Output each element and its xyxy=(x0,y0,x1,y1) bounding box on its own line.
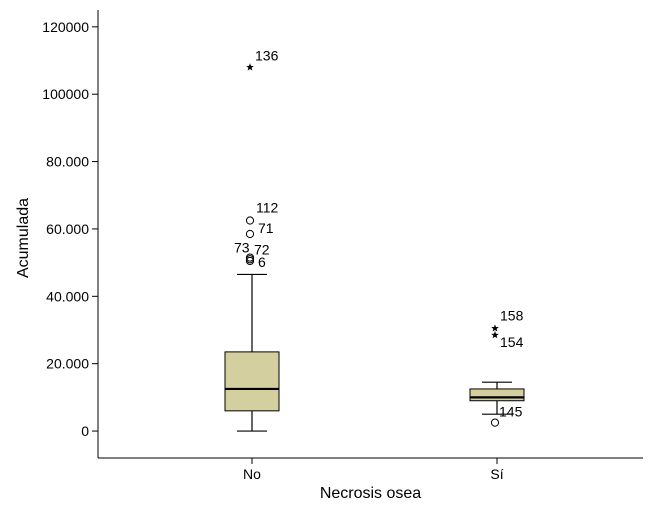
x-tick-label: Sí xyxy=(490,466,503,482)
outlier-label: 112 xyxy=(256,200,279,216)
extreme-outlier-marker xyxy=(491,331,499,339)
outlier-marker xyxy=(245,256,255,266)
x-axis-title: Necrosis osea xyxy=(320,485,421,502)
outlier-marker xyxy=(245,216,255,225)
y-tick-label: 0 xyxy=(81,423,89,439)
box-1 xyxy=(224,351,280,412)
outlier-label: 158 xyxy=(500,307,524,323)
y-axis-title: Acumulada xyxy=(15,198,32,278)
box-2 xyxy=(469,388,525,402)
y-tick-label: 60.000 xyxy=(46,221,89,237)
outlier-marker xyxy=(245,229,255,239)
x-tick-label: No xyxy=(243,466,261,482)
outlier-marker xyxy=(245,255,255,264)
outlier-label: 145 xyxy=(499,404,523,420)
y-tick-label: 80.000 xyxy=(46,154,89,170)
extreme-outlier-marker xyxy=(491,324,499,332)
outlier-label: 72 xyxy=(254,241,270,257)
outlier-marker xyxy=(490,418,500,427)
y-tick-label: 40.000 xyxy=(46,288,89,304)
outlier-label: 73 xyxy=(234,240,250,256)
outlier-label: 154 xyxy=(500,334,524,350)
extreme-outlier-marker xyxy=(246,63,254,71)
y-tick-label: 100000 xyxy=(42,86,89,102)
outlier-label: 136 xyxy=(255,47,279,63)
y-tick-label: 20.000 xyxy=(46,356,89,372)
y-tick-label: 120000 xyxy=(42,19,89,35)
outlier-label: 6 xyxy=(258,254,266,270)
outlier-label: 71 xyxy=(258,220,274,236)
